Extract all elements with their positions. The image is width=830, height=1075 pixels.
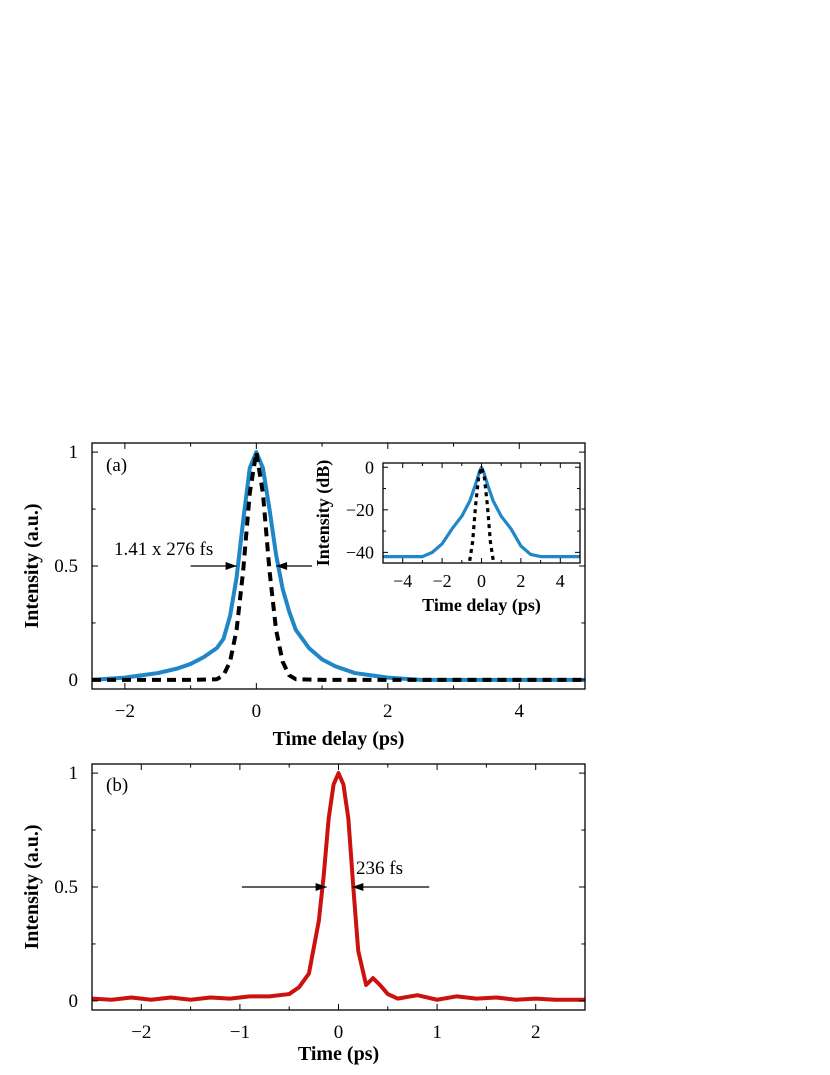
y-tick-label: 0 bbox=[365, 457, 374, 477]
x-axis-title: Time delay (ps) bbox=[422, 595, 541, 616]
x-tick-label: 2 bbox=[516, 571, 525, 591]
x-tick-label: 2 bbox=[531, 1022, 541, 1043]
x-tick-label: 2 bbox=[383, 701, 393, 722]
panel-label: (b) bbox=[106, 775, 128, 796]
x-tick-label: −2 bbox=[433, 571, 452, 591]
plot-series-group bbox=[92, 450, 585, 682]
fwhm-arrow-left-head bbox=[315, 883, 327, 891]
x-axis-title: Time delay (ps) bbox=[273, 728, 405, 750]
fwhm-arrow-right-head bbox=[276, 562, 288, 570]
x-tick-label: 0 bbox=[252, 701, 262, 722]
y-tick-label: 0 bbox=[69, 670, 79, 691]
fwhm-annotation: 1.41 x 276 fs bbox=[114, 539, 213, 560]
y-tick-label: −20 bbox=[346, 500, 374, 520]
plot-background bbox=[92, 764, 585, 1010]
y-tick-label: 1 bbox=[69, 442, 79, 463]
plot-series-group bbox=[92, 771, 585, 1002]
y-tick-label: 1 bbox=[69, 763, 79, 784]
panel-label: (a) bbox=[106, 455, 127, 476]
x-tick-label: 1 bbox=[432, 1022, 442, 1043]
x-tick-label: −4 bbox=[393, 571, 412, 591]
y-axis-title: Intensity (a.u.) bbox=[21, 824, 43, 949]
fwhm-arrow-left-head bbox=[225, 562, 237, 570]
x-tick-label: 4 bbox=[556, 571, 565, 591]
x-tick-label: 0 bbox=[477, 571, 486, 591]
y-tick-label: 0 bbox=[69, 991, 79, 1012]
fwhm-annotation: 236 fs bbox=[356, 858, 403, 879]
y-tick-label: −40 bbox=[346, 542, 374, 562]
x-tick-label: −2 bbox=[115, 701, 135, 722]
x-axis-title: Time (ps) bbox=[298, 1043, 379, 1065]
series-line-0-measured bbox=[92, 771, 585, 1002]
plot-background bbox=[383, 463, 580, 563]
panel-b: −2 −1 0 1 2 0 0.5 1 Time (ps) Intensity (a.u.) (b)… bbox=[21, 763, 586, 1065]
y-axis-title: Intensity (a.u.) bbox=[21, 503, 43, 628]
y-tick-label: 0.5 bbox=[54, 877, 78, 898]
fwhm-arrow-right-head bbox=[352, 883, 364, 891]
series-line-0-measured bbox=[92, 450, 585, 682]
y-axis-title: Intensity (dB) bbox=[313, 460, 334, 567]
x-tick-label: 4 bbox=[515, 701, 525, 722]
y-tick-label: 0.5 bbox=[54, 556, 78, 577]
x-tick-label: 0 bbox=[334, 1022, 344, 1043]
x-tick-label: −1 bbox=[230, 1022, 250, 1043]
series-line-1-dashed bbox=[92, 450, 585, 682]
x-tick-label: −2 bbox=[131, 1022, 151, 1043]
